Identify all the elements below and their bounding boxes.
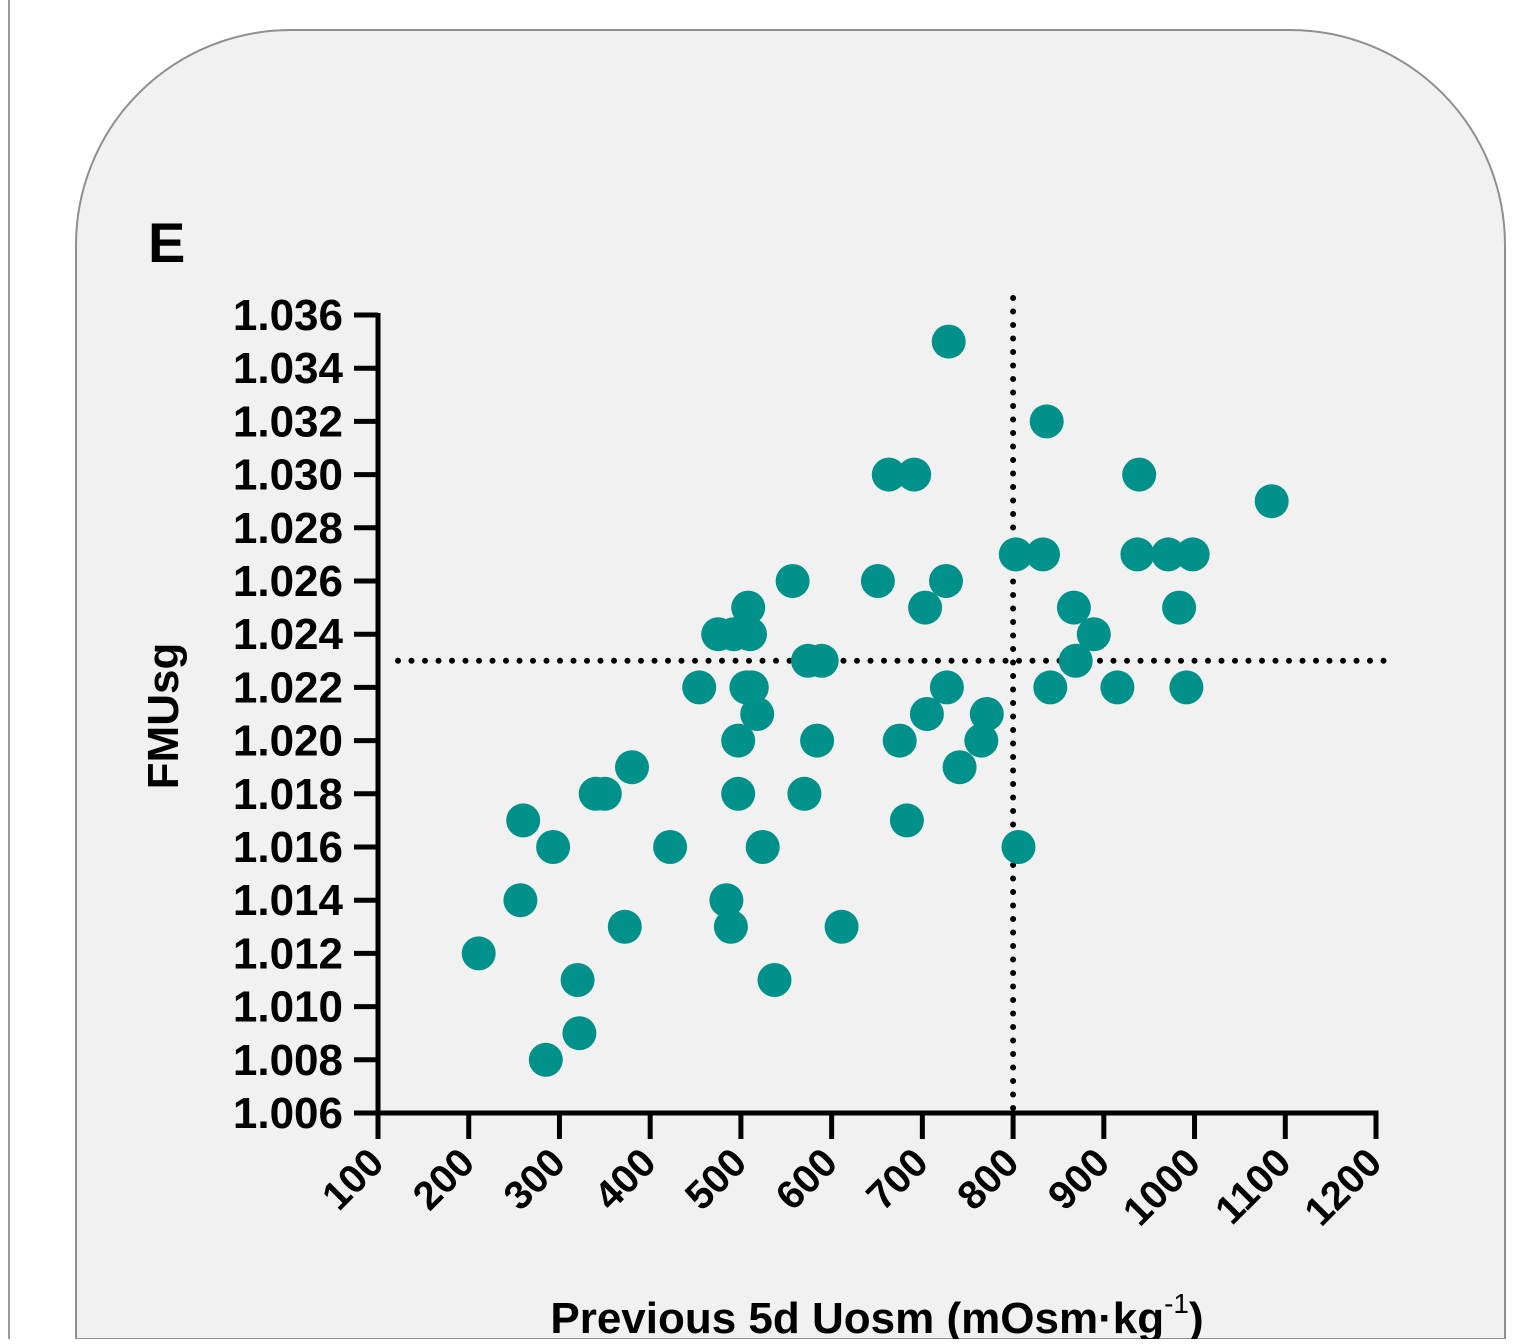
data-point-2	[506, 803, 541, 838]
data-point-15	[713, 909, 748, 944]
data-point-6	[562, 1016, 597, 1051]
x-axis-label: Previous 5d Uosm (mOsm·kg-1)	[550, 1288, 1203, 1339]
y-tick-label-12: 1.030	[233, 451, 343, 500]
reference-lines	[395, 295, 1389, 1116]
data-point-24	[745, 830, 780, 864]
data-point-30	[804, 643, 839, 678]
data-point-38	[909, 697, 944, 731]
data-point-36	[897, 457, 932, 492]
data-point-49	[1033, 670, 1068, 705]
data-point-21	[733, 617, 767, 652]
data-point-12	[682, 670, 717, 705]
y-tick-label-10: 1.026	[233, 557, 343, 606]
data-point-8	[587, 776, 622, 811]
y-tick-label-0: 1.006	[233, 1089, 343, 1138]
data-point-55	[1122, 457, 1157, 492]
data-point-4	[536, 830, 571, 864]
y-tick-label-4: 1.014	[233, 876, 344, 925]
data-point-35	[889, 803, 924, 838]
data-point-0	[461, 936, 496, 971]
data-point-50	[1056, 590, 1091, 625]
data-point-41	[931, 324, 966, 359]
x-axis-label-close: )	[1189, 1294, 1204, 1339]
y-tick-label-8: 1.022	[233, 663, 343, 712]
data-point-57	[1162, 590, 1197, 625]
left-border	[0, 0, 10, 1339]
data-point-18	[721, 723, 756, 758]
data-point-1	[503, 883, 538, 918]
data-point-11	[653, 830, 688, 864]
data-point-54	[1120, 537, 1155, 572]
y-tick-label-15: 1.036	[233, 291, 343, 340]
y-tick-label-1: 1.008	[233, 1036, 343, 1085]
data-point-59	[1175, 537, 1210, 572]
data-points	[461, 324, 1289, 1077]
y-tick-label-2: 1.010	[233, 983, 343, 1032]
x-axis-label-sup: -1	[1164, 1288, 1189, 1319]
data-point-39	[929, 564, 963, 598]
y-tick-label-7: 1.020	[233, 717, 343, 766]
data-point-32	[860, 564, 895, 598]
data-point-40	[929, 670, 964, 705]
y-axis-label: FMUsg	[139, 643, 188, 790]
data-point-20	[731, 590, 766, 625]
data-point-48	[1029, 404, 1064, 439]
data-point-53	[1100, 670, 1135, 705]
data-point-3	[528, 1042, 563, 1077]
x-axis-label-text: Previous 5d Uosm (mOsm·kg	[550, 1294, 1164, 1339]
data-point-45	[998, 537, 1033, 572]
data-point-44	[969, 697, 1004, 731]
panel-background	[75, 29, 1506, 1340]
data-point-56	[1151, 537, 1186, 572]
data-point-10	[615, 750, 649, 785]
panel-letter: E	[148, 211, 185, 274]
data-point-22	[734, 670, 769, 705]
y-tick-label-6: 1.018	[233, 770, 343, 819]
data-point-42	[942, 750, 977, 785]
data-point-58	[1169, 670, 1204, 705]
data-point-29	[800, 723, 835, 758]
data-point-43	[964, 723, 999, 758]
data-point-26	[775, 564, 810, 598]
data-point-27	[787, 776, 822, 811]
axes	[375, 313, 1379, 1116]
y-tick-label-14: 1.034	[233, 344, 344, 393]
data-point-37	[908, 590, 943, 625]
data-point-5	[560, 963, 595, 997]
data-point-51	[1058, 643, 1093, 678]
data-point-52	[1076, 617, 1111, 652]
data-point-25	[757, 963, 792, 997]
data-point-46	[1001, 830, 1036, 864]
data-point-9	[607, 909, 642, 944]
data-point-23	[740, 697, 775, 731]
data-point-33	[871, 457, 906, 492]
data-point-31	[824, 909, 859, 944]
data-point-60	[1254, 484, 1289, 519]
y-tick-label-3: 1.012	[233, 929, 343, 978]
y-tick-label-13: 1.032	[233, 397, 343, 446]
data-point-47	[1026, 537, 1060, 572]
y-tick-label-11: 1.028	[233, 504, 343, 553]
y-tick-label-5: 1.016	[233, 823, 343, 872]
data-point-14	[709, 883, 744, 918]
data-point-17	[721, 776, 756, 811]
y-tick-label-9: 1.024	[233, 610, 344, 659]
data-point-34	[882, 723, 917, 758]
